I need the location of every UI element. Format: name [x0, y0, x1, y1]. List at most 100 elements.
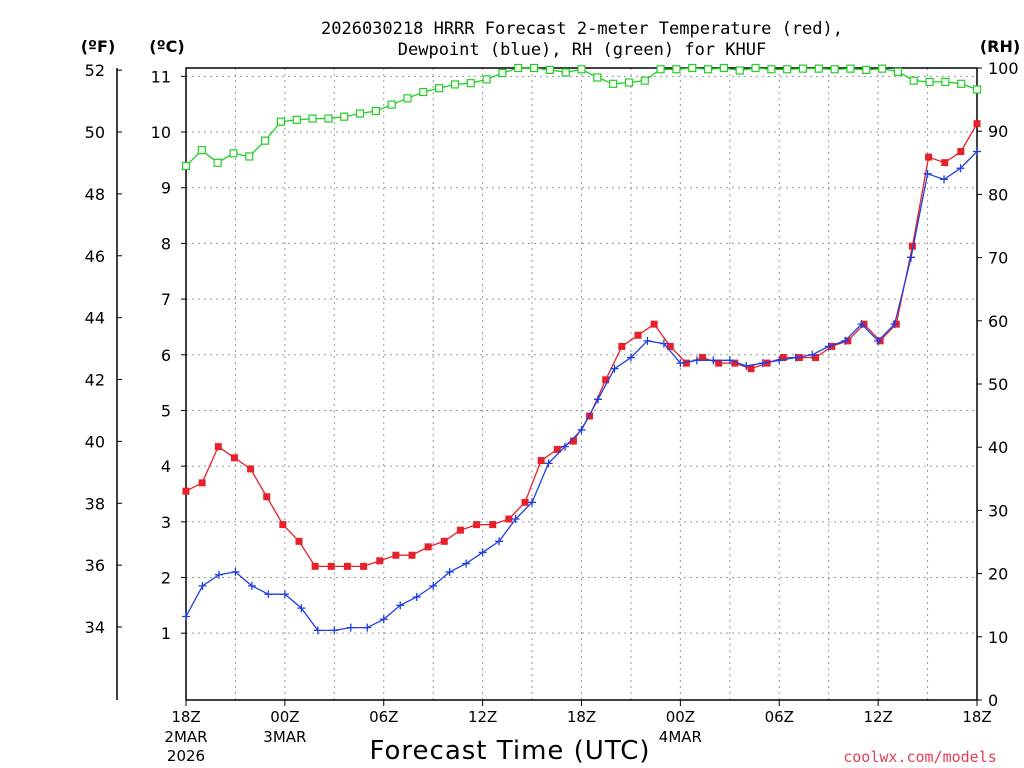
fahrenheit-tick-label: 48 [85, 185, 105, 204]
rh-point [688, 63, 697, 73]
celsius-tick-label: 11 [151, 67, 171, 86]
temperature-point [569, 437, 577, 445]
rh-tick-label: 20 [988, 565, 1008, 584]
x-tick-date-label: 3MAR [263, 728, 306, 746]
temperature-point [376, 557, 384, 565]
rh-tick-label: 30 [988, 501, 1008, 520]
dewpoint-point [940, 175, 949, 184]
temperature-point [925, 153, 933, 161]
fahrenheit-tick-label: 44 [85, 309, 105, 328]
dewpoint-point [923, 169, 932, 178]
temperature-point [812, 354, 820, 362]
rh-point [593, 73, 602, 82]
temperature-point [731, 359, 739, 367]
celsius-tick-label: 1 [161, 624, 171, 643]
dewpoint-point [824, 342, 833, 351]
celsius-tick-label: 10 [151, 123, 171, 142]
temperature-point [214, 443, 222, 451]
dewpoint-point [363, 623, 372, 632]
celsius-tick-label: 8 [161, 234, 171, 253]
rh-point [957, 79, 966, 88]
dewpoint-point [742, 361, 751, 370]
dewpoint-point [330, 626, 339, 635]
dewpoint-point [610, 364, 619, 373]
temperature-point [634, 331, 642, 339]
data-series [181, 63, 982, 635]
dewpoint-point [659, 339, 668, 348]
rh-point [419, 87, 428, 97]
dewpoint-point [561, 442, 570, 451]
celsius-tick-label: 4 [161, 457, 171, 476]
rh-point [197, 146, 206, 155]
celsius-tick-label: 9 [161, 179, 171, 198]
credit-text[interactable]: coolwx.com/models [843, 748, 997, 766]
series-rh [181, 63, 982, 171]
dewpoint-point [758, 359, 767, 368]
x-tick-year-label: 2026 [167, 747, 205, 765]
temperature-point [779, 354, 787, 362]
celsius-tick-label: 2 [161, 568, 171, 587]
x-tick-date-label: 4MAR [659, 728, 702, 746]
dewpoint-point [297, 604, 306, 613]
fahrenheit-tick-label: 36 [85, 556, 105, 575]
temperature-point [747, 365, 755, 373]
temperature-point [505, 515, 513, 523]
dewpoint-point [857, 320, 866, 329]
x-tick-label: 18Z [567, 708, 596, 726]
rh-point [213, 158, 222, 167]
rh-point [308, 114, 317, 123]
temperature-point [424, 543, 432, 551]
plot-frame [185, 67, 978, 701]
temperature-point [537, 457, 545, 465]
dewpoint-point [775, 356, 784, 365]
rh-tick-label: 90 [988, 122, 1008, 141]
rh-point [751, 63, 760, 73]
temperature-point [263, 493, 271, 501]
celsius-tick-label: 7 [161, 290, 171, 309]
chart-title-line2: Dewpoint (blue), RH (green) for KHUF [398, 40, 766, 60]
rh-point [371, 106, 380, 116]
dewpoint-point [725, 356, 734, 365]
rh-point [893, 67, 903, 76]
rh-tick-label: 70 [988, 249, 1008, 268]
celsius-tick-label: 5 [161, 401, 171, 420]
dewpoint-point [313, 626, 322, 635]
rh-point [640, 76, 649, 85]
temperature-point [650, 320, 658, 328]
dewpoint-point [478, 548, 487, 557]
temperature-point [327, 562, 335, 570]
dewpoint-point [692, 356, 701, 365]
temperature-point [941, 159, 949, 167]
dewpoint-point [445, 567, 454, 576]
x-tick-label: 00Z [270, 708, 299, 726]
dewpoint-line [185, 151, 978, 632]
rh-point [624, 78, 634, 87]
rh-tick-label: 50 [988, 375, 1008, 394]
rh-point [561, 68, 570, 77]
rh-point [466, 79, 475, 88]
dewpoint-point [511, 515, 520, 524]
rh-point [276, 117, 286, 126]
rh-point [529, 63, 539, 73]
rh-point [482, 75, 491, 84]
temperature-point [908, 242, 916, 250]
x-tick-label: 12Z [863, 708, 892, 726]
dewpoint-point [643, 336, 652, 345]
temperature-point [553, 445, 561, 453]
rh-point [909, 76, 918, 85]
rh-point [798, 64, 808, 73]
rh-point [292, 115, 301, 124]
fahrenheit-unit-label: (ºF) [81, 37, 116, 56]
rh-point [355, 109, 365, 118]
rh-point [324, 114, 333, 123]
rh-point [783, 65, 792, 74]
rh-point [767, 65, 776, 74]
dewpoint-point [198, 581, 207, 590]
temperature-point [408, 551, 416, 559]
rh-point [609, 79, 618, 88]
fahrenheit-tick-label: 34 [85, 618, 105, 637]
temperature-point [489, 521, 497, 529]
chart-title-line1: 2026030218 HRRR Forecast 2-meter Tempera… [321, 19, 843, 39]
temperature-point [230, 454, 238, 462]
